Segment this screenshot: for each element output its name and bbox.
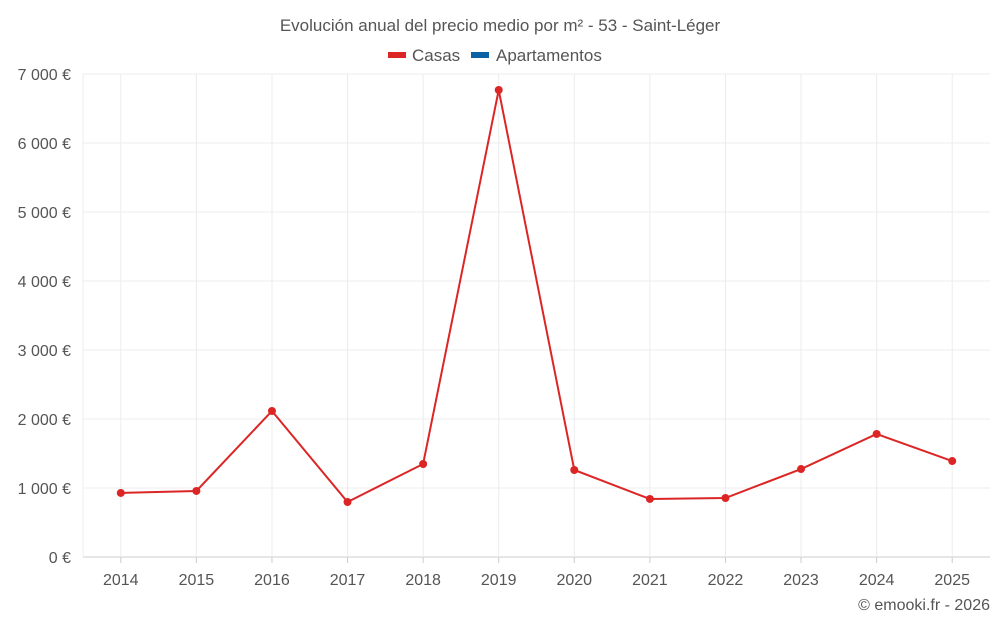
x-tick-label: 2014 [103, 572, 139, 589]
data-point [797, 465, 806, 474]
credit: © emooki.fr - 2026 [858, 597, 990, 614]
data-point [494, 86, 503, 95]
y-tick-label: 7 000 € [18, 67, 71, 84]
legend-swatch-casas [388, 52, 406, 58]
data-point [192, 486, 201, 495]
data-point [419, 459, 428, 468]
y-tick-label: 1 000 € [18, 481, 71, 498]
legend-label-apartamentos[interactable]: Apartamentos [496, 46, 602, 65]
x-tick-label: 2021 [632, 572, 668, 589]
x-tick-label: 2024 [859, 572, 895, 589]
y-tick-label: 0 € [49, 550, 71, 567]
x-tick-label: 2019 [481, 572, 517, 589]
y-tick-label: 4 000 € [18, 274, 71, 291]
data-point [721, 494, 730, 503]
legend-label-casas[interactable]: Casas [412, 46, 460, 65]
y-tick-label: 2 000 € [18, 412, 71, 429]
x-tick-label: 2023 [783, 572, 819, 589]
x-tick-label: 2022 [708, 572, 744, 589]
chart-title: Evolución anual del precio medio por m² … [280, 16, 721, 35]
x-tick-label: 2025 [934, 572, 970, 589]
x-tick-label: 2015 [179, 572, 215, 589]
x-tick-label: 2018 [405, 572, 441, 589]
data-point [872, 429, 881, 438]
y-tick-label: 3 000 € [18, 343, 71, 360]
legend: Casas Apartamentos [388, 46, 602, 65]
data-point [948, 457, 957, 466]
x-tick-label: 2016 [254, 572, 290, 589]
x-tick-label: 2020 [556, 572, 592, 589]
series-line-casas [120, 89, 953, 504]
data-point [570, 465, 579, 474]
data-point [267, 406, 276, 415]
data-point [343, 498, 352, 507]
x-tick-label: 2017 [330, 572, 366, 589]
y-tick-label: 6 000 € [18, 136, 71, 153]
legend-swatch-apartamentos [471, 52, 489, 58]
y-tick-label: 5 000 € [18, 205, 71, 222]
data-point [645, 494, 654, 503]
data-point [116, 488, 125, 497]
